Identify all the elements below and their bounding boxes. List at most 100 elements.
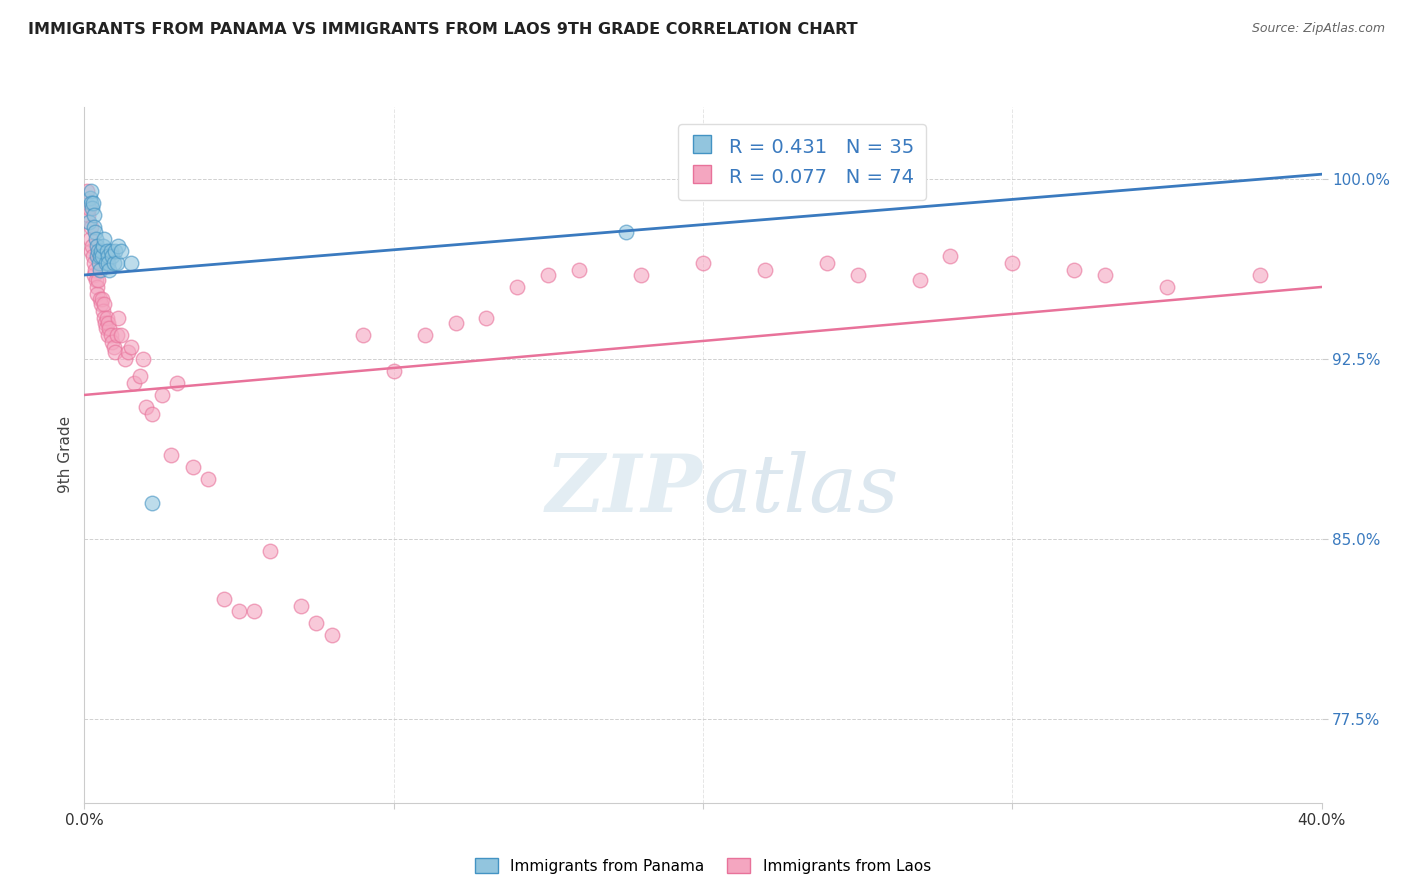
- Point: [506, 280, 529, 294]
- Point: [91, 249, 114, 263]
- Point: [104, 244, 127, 258]
- Point: [82, 249, 104, 263]
- Point: [96, 244, 118, 258]
- Point: [83, 219, 105, 234]
- Point: [305, 615, 328, 630]
- Point: [413, 328, 436, 343]
- Point: [97, 316, 120, 330]
- Point: [908, 273, 931, 287]
- Point: [939, 249, 962, 263]
- Point: [103, 256, 125, 270]
- Point: [96, 328, 118, 343]
- Point: [630, 268, 652, 282]
- Point: [1063, 263, 1085, 277]
- Point: [79, 219, 101, 234]
- Point: [90, 244, 112, 258]
- Point: [86, 280, 108, 294]
- Point: [91, 304, 114, 318]
- Point: [82, 196, 104, 211]
- Point: [100, 328, 122, 343]
- Point: [93, 297, 115, 311]
- Point: [77, 201, 100, 215]
- Point: [79, 232, 101, 246]
- Point: [228, 604, 250, 618]
- Point: [89, 249, 111, 263]
- Point: [84, 232, 107, 246]
- Point: [129, 368, 152, 383]
- Point: [120, 256, 142, 270]
- Point: [105, 328, 128, 343]
- Point: [83, 268, 105, 282]
- Point: [181, 459, 204, 474]
- Point: [86, 287, 108, 301]
- Point: [77, 208, 100, 222]
- Y-axis label: 9th Grade: 9th Grade: [58, 417, 73, 493]
- Point: [259, 544, 281, 558]
- Point: [96, 311, 118, 326]
- Point: [243, 604, 266, 618]
- Text: IMMIGRANTS FROM PANAMA VS IMMIGRANTS FROM LAOS 9TH GRADE CORRELATION CHART: IMMIGRANTS FROM PANAMA VS IMMIGRANTS FRO…: [28, 22, 858, 37]
- Point: [568, 263, 591, 277]
- Point: [141, 496, 163, 510]
- Point: [84, 263, 107, 277]
- Point: [80, 196, 103, 211]
- Point: [382, 364, 405, 378]
- Point: [91, 239, 114, 253]
- Text: Source: ZipAtlas.com: Source: ZipAtlas.com: [1251, 22, 1385, 36]
- Point: [86, 239, 108, 253]
- Point: [352, 328, 374, 343]
- Point: [110, 328, 132, 343]
- Point: [444, 316, 467, 330]
- Point: [1094, 268, 1116, 282]
- Point: [94, 256, 117, 270]
- Point: [107, 311, 129, 326]
- Point: [160, 448, 183, 462]
- Point: [1156, 280, 1178, 294]
- Point: [87, 273, 110, 287]
- Point: [98, 320, 121, 334]
- Point: [197, 472, 219, 486]
- Point: [754, 263, 776, 277]
- Point: [117, 344, 139, 359]
- Point: [846, 268, 869, 282]
- Point: [1001, 256, 1024, 270]
- Point: [79, 191, 101, 205]
- Point: [89, 263, 111, 277]
- Point: [114, 351, 136, 366]
- Legend: Immigrants from Panama, Immigrants from Laos: Immigrants from Panama, Immigrants from …: [470, 852, 936, 880]
- Point: [105, 256, 128, 270]
- Point: [93, 311, 115, 326]
- Point: [132, 351, 155, 366]
- Point: [89, 256, 111, 270]
- Point: [76, 184, 98, 198]
- Point: [110, 244, 132, 258]
- Point: [100, 244, 122, 258]
- Point: [91, 292, 114, 306]
- Point: [94, 316, 117, 330]
- Point: [96, 249, 118, 263]
- Point: [82, 201, 104, 215]
- Point: [815, 256, 838, 270]
- Legend: R = 0.431   N = 35, R = 0.077   N = 74: R = 0.431 N = 35, R = 0.077 N = 74: [678, 124, 925, 200]
- Point: [122, 376, 145, 390]
- Point: [101, 249, 124, 263]
- Point: [87, 244, 110, 258]
- Point: [77, 215, 100, 229]
- Point: [166, 376, 188, 390]
- Point: [614, 225, 637, 239]
- Point: [83, 256, 105, 270]
- Point: [141, 407, 163, 421]
- Text: atlas: atlas: [703, 451, 898, 528]
- Point: [94, 320, 117, 334]
- Point: [103, 340, 125, 354]
- Point: [98, 263, 121, 277]
- Point: [101, 335, 124, 350]
- Point: [80, 244, 103, 258]
- Point: [212, 591, 235, 606]
- Point: [83, 208, 105, 222]
- Point: [475, 311, 498, 326]
- Point: [290, 599, 312, 613]
- Point: [120, 340, 142, 354]
- Point: [537, 268, 560, 282]
- Point: [89, 292, 111, 306]
